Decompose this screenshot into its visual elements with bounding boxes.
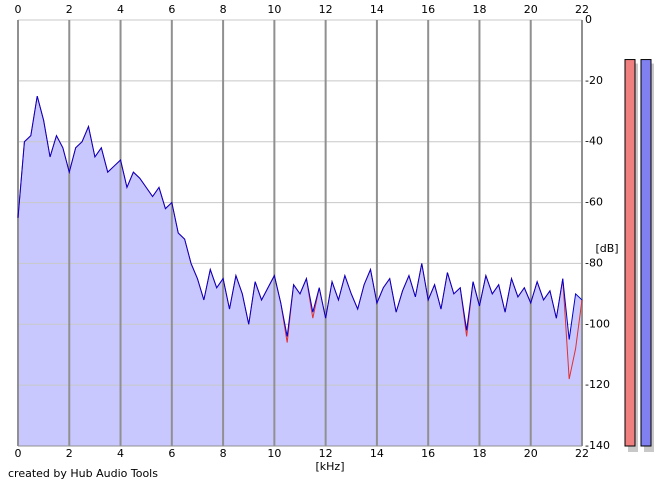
x-tick-label-top: 4	[117, 3, 124, 16]
x-tick-label-top: 8	[220, 3, 227, 16]
x-tick-label-top: 0	[15, 3, 22, 16]
y-tick-label: -20	[585, 74, 603, 87]
level-meter	[640, 59, 652, 447]
spectrum-line	[17, 95, 583, 340]
x-tick-label: 0	[15, 447, 22, 460]
x-tick-label: 16	[421, 447, 435, 460]
y-tick-label: -80	[585, 256, 603, 269]
x-tick-label: 2	[66, 447, 73, 460]
x-tick-label-top: 10	[267, 3, 281, 16]
x-axis-label: [kHz]	[316, 460, 345, 473]
y-tick-label: 0	[585, 13, 592, 26]
x-tick-label: 12	[319, 447, 333, 460]
x-tick-label-top: 14	[370, 3, 384, 16]
x-tick-label-top: 12	[319, 3, 333, 16]
x-tick-label-top: 6	[168, 3, 175, 16]
x-tick-label: 22	[575, 447, 589, 460]
x-tick-label: 4	[117, 447, 124, 460]
y-tick-label: -120	[585, 378, 610, 391]
credit: created by Hub Audio Tools	[8, 467, 158, 480]
x-tick-label: 10	[267, 447, 281, 460]
x-tick-label: 14	[370, 447, 384, 460]
area-fill	[18, 96, 582, 447]
x-tick-label: 6	[168, 447, 175, 460]
x-tick-label-top: 20	[524, 3, 538, 16]
x-tick-label: 8	[220, 447, 227, 460]
y-tick-label: -40	[585, 135, 603, 148]
x-tick-label-top: 2	[66, 3, 73, 16]
level-meter	[624, 59, 636, 447]
y-tick-label: -100	[585, 317, 610, 330]
x-tick-label: 20	[524, 447, 538, 460]
x-tick-label-top: 16	[421, 3, 435, 16]
y-axis-label: [dB]	[595, 242, 618, 255]
y-tick-label: -140	[585, 439, 610, 452]
x-tick-label-top: 18	[472, 3, 486, 16]
y-tick-label: -60	[585, 196, 603, 209]
x-tick-label: 18	[472, 447, 486, 460]
x-tick-label-top: 22	[575, 3, 589, 16]
